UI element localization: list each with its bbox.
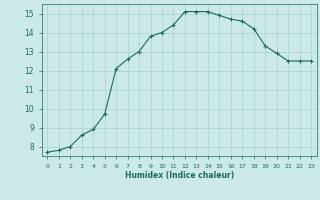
- X-axis label: Humidex (Indice chaleur): Humidex (Indice chaleur): [124, 171, 234, 180]
